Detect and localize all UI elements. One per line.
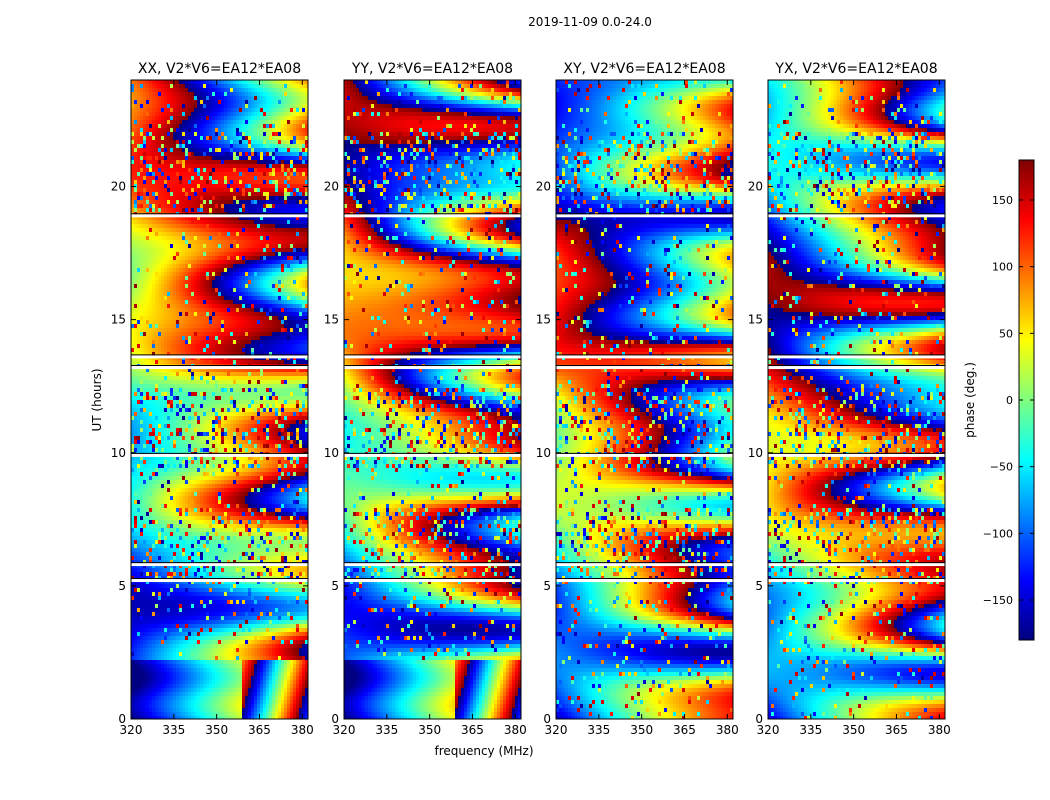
y-tick-label: 20 (748, 180, 763, 194)
panels-group: XX, V2*V6=EA12*EA08 320 335 350 365 380 0 5 10 15… (111, 61, 951, 737)
x-tick-label: 380 (928, 723, 951, 737)
y-tick-label: 10 (748, 446, 763, 460)
colorbar: −150 −100 −50 0 50 100 150 phase (deg.) (963, 159, 1035, 641)
panel-yx: YX, V2*V6=EA12*EA08 320 335 350 365 380 0 5 10 15… (748, 61, 951, 737)
x-tick-label: 335 (375, 723, 398, 737)
phase-image (768, 80, 945, 719)
figure-suptitle: 2019-11-09 0.0-24.0 (528, 15, 652, 29)
x-tick-label: 320 (333, 723, 356, 737)
panel-frame (767, 79, 946, 720)
y-tick-label: 0 (755, 712, 763, 726)
y-tick-label: 10 (111, 446, 126, 460)
y-tick-label: 20 (536, 180, 551, 194)
panel-title: YX, V2*V6=EA12*EA08 (774, 61, 937, 77)
x-tick-label: 335 (162, 723, 185, 737)
x-tick-label: 365 (885, 723, 908, 737)
y-tick-label: 15 (324, 313, 339, 327)
colorbar-tick-label: 100 (992, 261, 1013, 274)
x-tick-label: 320 (120, 723, 143, 737)
y-tick-label: 0 (543, 712, 551, 726)
colorbar-tick-label: −50 (990, 461, 1013, 474)
x-tick-label: 335 (799, 723, 822, 737)
panel-xy: XY, V2*V6=EA12*EA08 320 335 350 365 380 0 5 10 15… (536, 61, 739, 737)
x-tick-label: 320 (545, 723, 568, 737)
y-tick-label: 15 (748, 313, 763, 327)
x-tick-label: 350 (842, 723, 865, 737)
colorbar-tick-label: 0 (1006, 394, 1013, 407)
panel-frame (343, 79, 522, 720)
x-tick-label: 320 (757, 723, 780, 737)
x-tick-label: 365 (248, 723, 271, 737)
x-tick-label: 380 (716, 723, 739, 737)
y-tick-label: 5 (331, 579, 339, 593)
panel-yy: YY, V2*V6=EA12*EA08 320 335 350 365 380 0 5 10 15… (324, 61, 527, 737)
y-tick-label: 20 (111, 180, 126, 194)
y-tick-label: 10 (536, 446, 551, 460)
x-tick-label: 350 (630, 723, 653, 737)
panel-frame (555, 79, 734, 720)
colorbar-tick-label: −150 (983, 594, 1013, 607)
panel-title: XX, V2*V6=EA12*EA08 (138, 61, 301, 77)
x-tick-label: 380 (291, 723, 314, 737)
phase-image (556, 80, 733, 719)
x-tick-label: 365 (673, 723, 696, 737)
y-tick-label: 5 (543, 579, 551, 593)
y-axis-label: UT (hours) (90, 368, 104, 431)
colorbar-label: phase (deg.) (963, 362, 977, 438)
y-tick-label: 20 (324, 180, 339, 194)
panel-title: YY, V2*V6=EA12*EA08 (351, 61, 513, 77)
x-tick-label: 380 (504, 723, 527, 737)
x-axis-label: frequency (MHz) (434, 744, 533, 758)
panel-title: XY, V2*V6=EA12*EA08 (563, 61, 725, 77)
x-tick-label: 350 (205, 723, 228, 737)
colorbar-tick-label: −100 (983, 527, 1013, 540)
y-tick-label: 10 (324, 446, 339, 460)
x-tick-label: 350 (418, 723, 441, 737)
colorbar-tick-label: 150 (992, 194, 1013, 207)
phase-image (131, 80, 308, 719)
y-tick-label: 5 (118, 579, 126, 593)
x-tick-label: 365 (461, 723, 484, 737)
x-tick-label: 335 (587, 723, 610, 737)
y-tick-label: 15 (536, 313, 551, 327)
panel-xx: XX, V2*V6=EA12*EA08 320 335 350 365 380 0 5 10 15… (111, 61, 314, 737)
panel-frame (130, 79, 309, 720)
colorbar-tick-label: 50 (999, 327, 1013, 340)
y-tick-label: 15 (111, 313, 126, 327)
y-tick-label: 0 (118, 712, 126, 726)
y-tick-label: 5 (755, 579, 763, 593)
phase-image (344, 80, 521, 719)
y-tick-label: 0 (331, 712, 339, 726)
